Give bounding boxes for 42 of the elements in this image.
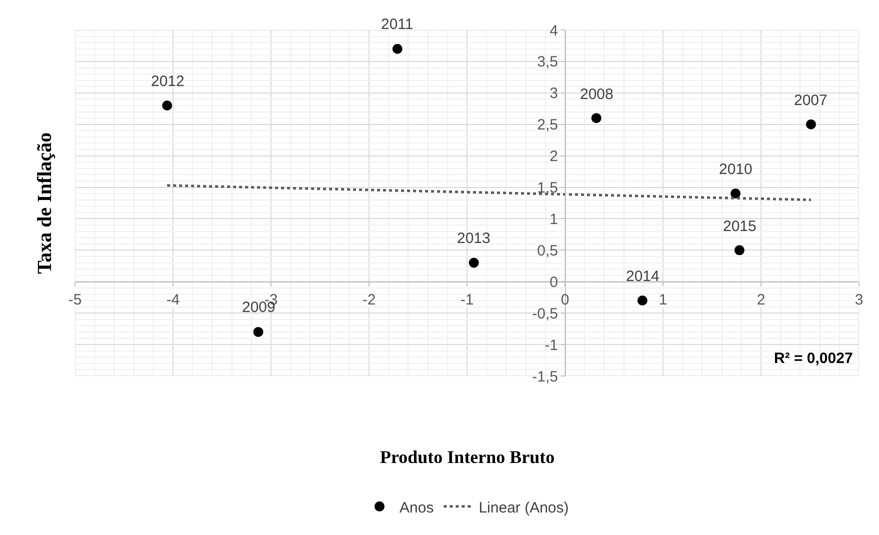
annotation: R² = 0,0027 [774, 350, 853, 367]
y-tick-label: 0 [550, 274, 558, 291]
y-tick-label: 3,5 [537, 54, 558, 71]
point [637, 296, 648, 306]
annotation: 2011 [381, 16, 414, 33]
y-tick-label: 1 [550, 210, 558, 228]
annotation: 2007 [794, 92, 828, 109]
annotation: 2014 [626, 268, 660, 285]
x-axis-title: Produto Interno Bruto [380, 447, 555, 467]
y-tick-label: 2,5 [537, 116, 558, 134]
annotation: 2015 [723, 218, 756, 235]
point [162, 100, 172, 110]
y-tick-label: -1,5 [532, 368, 558, 386]
x-tick-label: -1 [460, 292, 474, 309]
x-tick-label: 1 [658, 292, 668, 309]
point [591, 113, 602, 124]
point [253, 326, 264, 337]
point [806, 119, 816, 130]
y-tick-label: -1 [544, 336, 558, 354]
annotation: 2010 [719, 161, 752, 178]
x-tick-label: 3 [854, 292, 864, 309]
x-tick-label: -2 [362, 292, 376, 309]
y-tick-label: -0,5 [532, 305, 558, 322]
x-tick-label: 2 [756, 292, 766, 309]
point [730, 188, 741, 199]
y-tick-label: 2 [550, 148, 558, 166]
x-tick-label: 0 [560, 292, 570, 309]
y-axis-title: Taxa de Inflação [34, 132, 56, 274]
point [734, 245, 744, 256]
y-tick-label: 0,5 [537, 242, 558, 260]
annotation: 2008 [580, 86, 614, 103]
legend-label: Linear (Anos) [478, 499, 569, 516]
annotation: 2012 [151, 73, 184, 90]
point [468, 258, 479, 268]
y-tick-label: 1,5 [537, 180, 558, 197]
y-tick-label: 4 [550, 22, 558, 40]
x-tick-label: -5 [68, 292, 82, 309]
point [392, 44, 402, 54]
y-tick-label: 3 [550, 85, 558, 102]
annotation: 2013 [457, 230, 490, 247]
legend-label: Anos [400, 499, 434, 516]
x-tick-label: -4 [166, 292, 180, 309]
